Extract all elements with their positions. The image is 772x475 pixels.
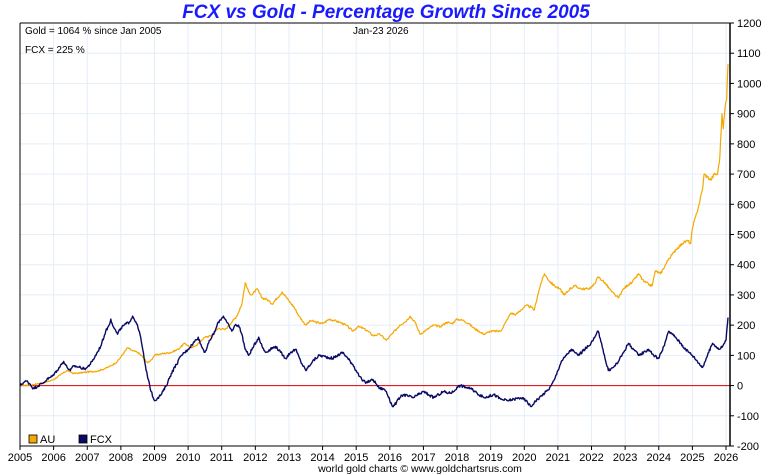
x-tick-label: 2022: [579, 452, 603, 464]
x-tick-label: 2026: [714, 452, 738, 464]
y-tick-label: 1100: [737, 48, 761, 60]
x-axis: 2005 2006 2007 2008 2009 2010 2011 2012 2013 2014…: [8, 446, 738, 464]
x-tick-label: 2009: [142, 452, 166, 464]
x-tick-label: 2013: [277, 452, 301, 464]
x-tick-label: 2021: [546, 452, 570, 464]
y-tick-label: 900: [737, 109, 755, 121]
x-tick-label: 2014: [310, 452, 334, 464]
gold-summary-annotation: Gold = 1064 % since Jan 2005: [25, 26, 162, 37]
date-annotation: Jan-23 2026: [353, 26, 409, 37]
y-tick-label: 100: [737, 350, 755, 362]
y-tick-label: 200: [737, 320, 755, 332]
fcx-summary-annotation: FCX = 225 %: [25, 45, 85, 56]
y-tick-label: 600: [737, 199, 755, 211]
x-tick-label: 2019: [478, 452, 502, 464]
x-tick-label: 2011: [210, 452, 234, 464]
legend-swatch-au: [28, 434, 38, 444]
x-tick-label: 2007: [75, 452, 99, 464]
x-tick-label: 2012: [243, 452, 267, 464]
x-tick-label: 2015: [344, 452, 368, 464]
legend-swatch-fcx: [78, 434, 88, 444]
y-tick-label: 1200: [737, 18, 761, 30]
x-tick-label: 2018: [445, 452, 469, 464]
x-tick-label: 2024: [647, 452, 671, 464]
x-tick-label: 2020: [512, 452, 536, 464]
legend-label-au: AU: [40, 434, 55, 446]
x-tick-label: 2005: [8, 452, 32, 464]
y-tick-label: 500: [737, 230, 755, 242]
y-axis: 1200110010009008007006005004003002001000…: [730, 18, 761, 453]
y-tick-label: 700: [737, 169, 755, 181]
y-tick-label: -100: [737, 411, 759, 423]
x-tick-label: 2017: [411, 452, 435, 464]
x-tick-label: 2025: [680, 452, 704, 464]
legend: AU FCX: [28, 434, 113, 446]
x-tick-label: 2008: [109, 452, 133, 464]
legend-label-fcx: FCX: [90, 434, 113, 446]
x-tick-label: 2016: [378, 452, 402, 464]
y-tick-label: 0: [737, 381, 743, 393]
x-tick-label: 2010: [176, 452, 200, 464]
y-tick-label: -200: [737, 441, 759, 453]
series-line-au: [19, 64, 729, 387]
grid: [20, 23, 730, 446]
y-tick-label: 800: [737, 139, 755, 151]
y-tick-label: 400: [737, 260, 755, 272]
x-tick-label: 2006: [41, 452, 65, 464]
credit-text: world gold charts © www.goldchartsrus.co…: [317, 463, 522, 475]
series-line-fcx: [19, 315, 729, 408]
x-tick-label: 2023: [613, 452, 637, 464]
y-tick-label: 1000: [737, 78, 761, 90]
chart-title: FCX vs Gold - Percentage Growth Since 20…: [182, 2, 590, 23]
series-group: [19, 64, 729, 408]
y-tick-label: 300: [737, 290, 755, 302]
